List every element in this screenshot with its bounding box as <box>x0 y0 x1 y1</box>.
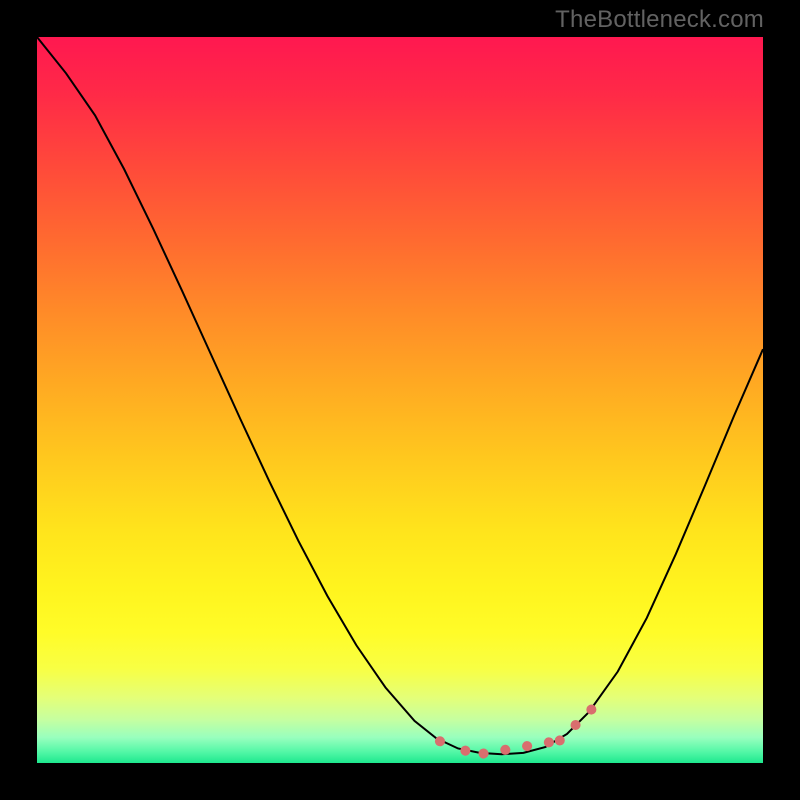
chart-container: TheBottleneck.com <box>0 0 800 800</box>
zone-marker-segment <box>483 740 559 753</box>
watermark-label: TheBottleneck.com <box>555 6 764 34</box>
plot-area <box>37 37 763 763</box>
curve-layer <box>37 37 763 763</box>
bottleneck-curve <box>37 37 763 754</box>
